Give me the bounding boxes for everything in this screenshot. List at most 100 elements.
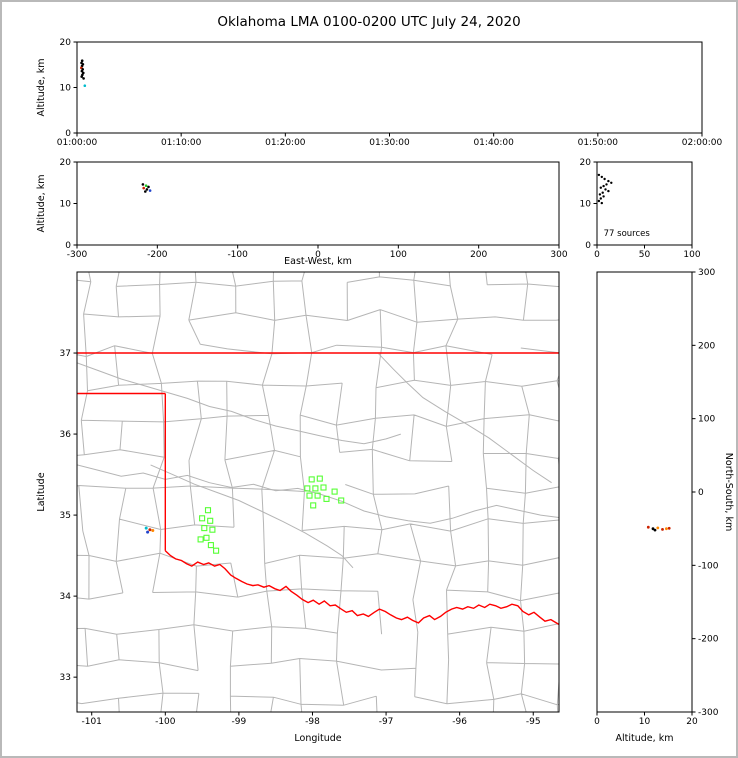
x-tick-label: -99 xyxy=(232,717,247,727)
flash-marker xyxy=(204,507,212,514)
y-tick-label: 0 xyxy=(65,241,71,251)
source-point xyxy=(597,199,601,203)
y-tick-label: 37 xyxy=(60,349,71,359)
source-point xyxy=(603,177,606,181)
flash-marker xyxy=(197,536,204,543)
source-point xyxy=(80,75,83,78)
x-tick-label: 0 xyxy=(594,717,600,727)
y-axis-label: Altitude, km xyxy=(36,59,47,117)
source-point xyxy=(605,183,608,186)
source-point xyxy=(147,185,150,189)
axes-frame xyxy=(76,271,560,713)
flash-marker xyxy=(312,485,319,492)
y-tick-label: -100 xyxy=(698,561,719,571)
source-point xyxy=(145,188,149,191)
x-tick-label: 100 xyxy=(390,250,407,260)
county-boundaries xyxy=(77,272,559,712)
panel-plan-map: -101 -100 -99 -98 -97 -96 -95 33 34 35 36 37 Longitu… xyxy=(36,271,560,744)
source-point xyxy=(653,528,657,532)
x-tick-label: 01:10:00 xyxy=(161,138,202,148)
panel-ns-height: 0 10 20 300 200 100 0 -100 -200 -300 Altitude, km N… xyxy=(594,268,734,744)
source-point xyxy=(144,526,148,530)
x-tick-label: -95 xyxy=(526,717,541,727)
source-point xyxy=(661,528,664,531)
source-point xyxy=(602,195,605,198)
axes-frame xyxy=(76,41,703,134)
source-point xyxy=(80,69,84,73)
panel-ew-height: -300 -200 -100 0 100 200 300 0 10 20 East-West, km… xyxy=(36,158,568,267)
river-line xyxy=(378,353,552,484)
flash-marker xyxy=(207,542,214,549)
y-tick-label: 33 xyxy=(60,673,71,683)
source-point xyxy=(607,189,610,193)
flash-marker xyxy=(338,497,345,504)
state-boundary-line xyxy=(164,550,559,626)
y-tick-label: -300 xyxy=(698,708,719,718)
source-point xyxy=(601,191,604,194)
river-line xyxy=(150,464,354,569)
flash-marker xyxy=(304,485,311,492)
flash-marker xyxy=(201,525,208,532)
source-point xyxy=(610,181,613,184)
y-axis-label: North-South, km xyxy=(723,453,734,531)
y-tick-label: 35 xyxy=(60,511,71,521)
x-tick-label: 01:20:00 xyxy=(265,138,306,148)
source-point xyxy=(142,186,145,190)
x-tick-label: -100 xyxy=(155,717,176,727)
figure-title: Oklahoma LMA 0100-0200 UTC July 24, 2020 xyxy=(217,14,521,30)
source-point xyxy=(148,189,152,192)
y-tick-label: 10 xyxy=(60,200,72,210)
y-axis-label: Altitude, km xyxy=(36,175,47,233)
y-tick-label: 10 xyxy=(60,84,72,94)
y-tick-label: 36 xyxy=(60,430,72,440)
source-point xyxy=(646,525,650,529)
x-tick-label: -96 xyxy=(452,717,467,727)
source-point xyxy=(597,173,601,177)
x-tick-label: 20 xyxy=(686,717,698,727)
sources-count-label: 77 sources xyxy=(604,229,651,239)
x-tick-label: 200 xyxy=(470,250,487,260)
x-tick-label: -101 xyxy=(81,717,101,727)
x-tick-label: -100 xyxy=(227,250,248,260)
flash-marker xyxy=(310,502,317,509)
source-point xyxy=(151,529,155,532)
source-point xyxy=(602,184,605,188)
x-tick-label: 50 xyxy=(639,250,651,260)
x-tick-label: 02:00:00 xyxy=(682,138,723,148)
source-point xyxy=(144,190,147,193)
panel-alt-histogram: 0 50 100 0 10 20 77 sources xyxy=(580,158,701,260)
x-tick-label: 300 xyxy=(550,250,567,260)
y-tick-label: 34 xyxy=(60,592,72,602)
axes-frame xyxy=(76,161,560,246)
flash-marker xyxy=(207,517,214,524)
x-tick-label: 01:30:00 xyxy=(369,138,410,148)
x-tick-label: -300 xyxy=(67,250,88,260)
flash-marker xyxy=(209,526,216,533)
x-tick-label: -98 xyxy=(305,717,320,727)
source-point xyxy=(665,527,668,531)
source-point xyxy=(144,184,148,187)
x-tick-label: 0 xyxy=(594,250,600,260)
flash-marker xyxy=(320,484,327,491)
x-axis-label: Altitude, km xyxy=(616,733,674,744)
flash-marker xyxy=(203,534,210,541)
source-point xyxy=(146,530,150,534)
source-point xyxy=(148,528,152,532)
flash-marker xyxy=(323,495,330,502)
source-point xyxy=(83,84,87,87)
panel-time-height: 01:00:00 01:10:00 01:20:00 01:30:00 01:40:00… xyxy=(36,38,722,148)
x-tick-label: 10 xyxy=(639,717,651,727)
x-axis-label: Longitude xyxy=(294,733,341,744)
y-tick-label: 200 xyxy=(698,341,715,351)
source-point xyxy=(599,186,602,189)
x-tick-label: 0 xyxy=(315,250,321,260)
y-tick-label: 20 xyxy=(60,38,72,48)
y-tick-label: 0 xyxy=(65,129,71,139)
source-point xyxy=(80,59,84,62)
x-tick-label: 01:40:00 xyxy=(473,138,514,148)
flash-marker xyxy=(199,515,206,522)
x-tick-label: 01:00:00 xyxy=(57,138,98,148)
source-point xyxy=(82,77,85,80)
